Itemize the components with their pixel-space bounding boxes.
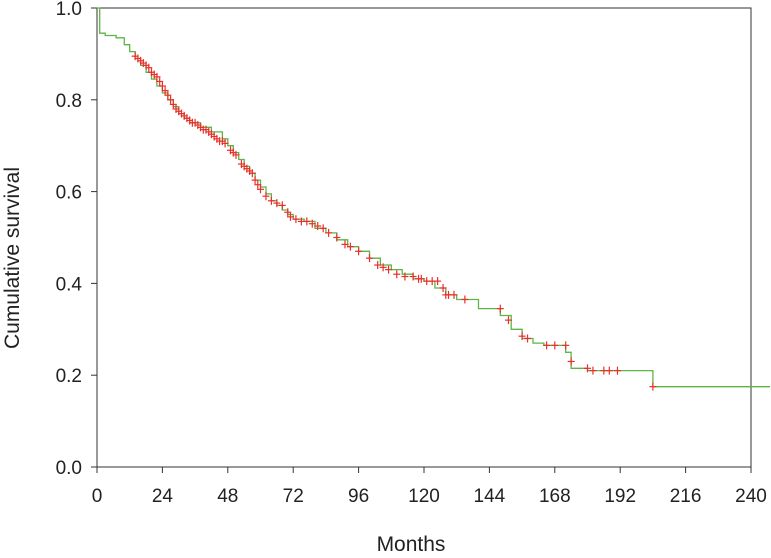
censor-marker <box>649 382 657 391</box>
censor-marker <box>567 357 575 366</box>
x-tick-label: 120 <box>408 486 440 507</box>
censor-marker <box>273 199 281 208</box>
censor-marker <box>450 290 458 299</box>
censor-marker <box>385 265 393 274</box>
censor-marker <box>346 242 354 251</box>
censor-marker <box>156 77 164 86</box>
censor-marker <box>584 364 591 373</box>
censor-marker <box>409 272 417 281</box>
censor-marker <box>262 192 270 201</box>
censor-marker <box>303 217 311 226</box>
x-tick-label: 192 <box>604 486 636 507</box>
censor-marker <box>267 196 275 205</box>
x-tick-label: 0 <box>92 486 103 507</box>
y-axis-title: Cumulative survival <box>1 167 24 349</box>
x-tick-label: 168 <box>539 486 571 507</box>
censor-marker <box>167 95 175 104</box>
censor-marker <box>278 201 286 210</box>
y-tick-label: 0.0 <box>56 458 82 479</box>
y-tick-label: 1.0 <box>56 0 82 20</box>
x-tick-label: 24 <box>152 486 174 507</box>
censor-marker <box>496 304 504 313</box>
censor-marker <box>518 332 526 341</box>
censor-marker <box>393 270 401 279</box>
censor-marker <box>374 261 382 270</box>
censor-marker <box>461 295 469 304</box>
censor-marker <box>366 254 373 263</box>
censor-marker <box>145 63 153 72</box>
plot-frame <box>96 7 752 468</box>
censor-marker <box>221 139 229 148</box>
x-tick-label: 216 <box>670 486 702 507</box>
censor-marker <box>153 72 161 81</box>
x-axis-title: Months <box>377 533 446 556</box>
censor-marker <box>248 169 256 178</box>
series-layer <box>97 7 770 388</box>
censor-marker <box>308 219 316 228</box>
censor-marker <box>417 274 425 283</box>
censor-marker <box>319 224 327 233</box>
x-tick-label: 48 <box>217 486 238 507</box>
y-tick-label: 0.6 <box>56 183 82 204</box>
censor-marker <box>562 341 570 350</box>
censor-marker <box>251 176 259 185</box>
censor-marker <box>401 272 409 281</box>
censor-marker-layer <box>131 52 657 391</box>
censor-marker <box>158 82 166 91</box>
censor-marker <box>524 334 532 343</box>
censor-marker <box>286 212 294 221</box>
censor-marker <box>439 283 447 292</box>
censor-marker <box>161 86 169 95</box>
censor-marker <box>232 150 240 159</box>
censor-marker <box>325 228 333 237</box>
x-tick-label: 72 <box>283 486 304 507</box>
x-tick-label: 96 <box>348 486 369 507</box>
censor-marker <box>254 180 262 189</box>
censor-marker <box>589 366 597 375</box>
y-tick-label: 0.4 <box>56 274 83 295</box>
censor-marker <box>613 366 621 375</box>
censor-marker <box>284 208 292 217</box>
censor-marker <box>257 185 264 194</box>
y-tick-label: 0.8 <box>56 91 82 112</box>
survival-step-line <box>97 7 770 388</box>
censor-marker <box>434 277 442 286</box>
y-axis-ticks: 0.0 0.2 0.4 0.6 0.8 1.0 <box>56 0 97 479</box>
censor-marker <box>333 233 341 242</box>
censor-marker <box>292 215 300 224</box>
censor-marker <box>379 263 387 272</box>
y-tick-label: 0.2 <box>56 366 82 387</box>
censor-marker <box>314 222 322 231</box>
censor-marker <box>543 341 551 350</box>
censor-marker <box>355 247 363 256</box>
censor-marker <box>164 91 172 100</box>
censor-marker <box>169 100 177 109</box>
x-axis-ticks: 0 24 48 72 96 120 144 168 192 216 240 <box>92 467 767 507</box>
censor-marker <box>551 341 559 350</box>
censor-marker <box>341 240 349 249</box>
censor-marker <box>504 316 512 325</box>
x-tick-label: 144 <box>474 486 506 507</box>
x-tick-label: 240 <box>735 486 767 507</box>
censor-marker <box>605 366 613 375</box>
